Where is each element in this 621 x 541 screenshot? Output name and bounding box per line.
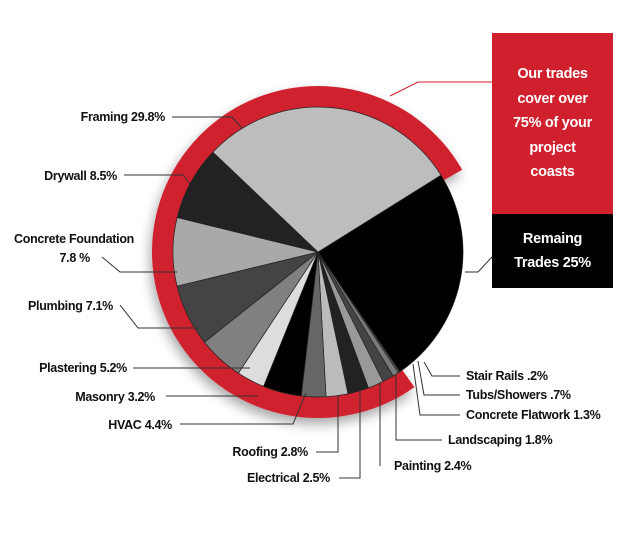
- leader-electrical: [339, 390, 361, 479]
- label-masonry: Masonry 3.2%: [75, 390, 155, 404]
- pie-slices: [172, 106, 464, 398]
- label-roofing: Roofing 2.8%: [232, 445, 308, 459]
- leader-landscaping: [395, 374, 442, 441]
- leader-concrete-foundation: [101, 256, 177, 273]
- leader-tubs-showers: [417, 360, 460, 396]
- leader-drywall: [124, 174, 191, 185]
- label-tubs-showers: Tubs/Showers .7%: [466, 388, 571, 402]
- remaining-trades-text: Remaing Trades 25%: [514, 231, 591, 271]
- leader-roofing: [316, 395, 339, 453]
- label-painting: Painting 2.4%: [394, 459, 472, 473]
- slice-remaining-trades: [317, 174, 464, 373]
- label-hvac: HVAC 4.4%: [108, 418, 172, 432]
- leader-remaining-callout: [465, 256, 493, 273]
- label-stair-rails: Stair Rails .2%: [466, 369, 548, 383]
- covered-trades-callout: Our trades cover over 75% of your projec…: [492, 33, 613, 214]
- leader-concrete-flatwork: [412, 363, 460, 416]
- label-concrete-foundation-value: 7.8 %: [60, 251, 91, 265]
- label-landscaping: Landscaping 1.8%: [448, 433, 552, 447]
- leader-covered-callout: [389, 81, 492, 97]
- leader-stair-rails: [423, 361, 460, 377]
- label-drywall: Drywall 8.5%: [44, 169, 117, 183]
- slice-labels: Framing 29.8% Drywall 8.5% Concrete Foun…: [14, 110, 601, 485]
- leader-plumbing: [119, 304, 198, 329]
- label-concrete-foundation: Concrete Foundation: [14, 232, 134, 246]
- label-concrete-flatwork: Concrete Flatwork 1.3%: [466, 408, 601, 422]
- leader-hvac: [180, 392, 307, 425]
- label-plumbing: Plumbing 7.1%: [28, 299, 113, 313]
- leader-framing: [172, 116, 243, 129]
- leader-lines: [101, 81, 493, 479]
- remaining-trades-callout: Remaing Trades 25%: [492, 214, 613, 288]
- slice-framing: [212, 106, 442, 253]
- label-plastering: Plastering 5.2%: [39, 361, 127, 375]
- covered-trades-text: Our trades cover over 75% of your projec…: [513, 66, 592, 181]
- label-electrical: Electrical 2.5%: [247, 471, 330, 485]
- label-framing: Framing 29.8%: [81, 110, 166, 124]
